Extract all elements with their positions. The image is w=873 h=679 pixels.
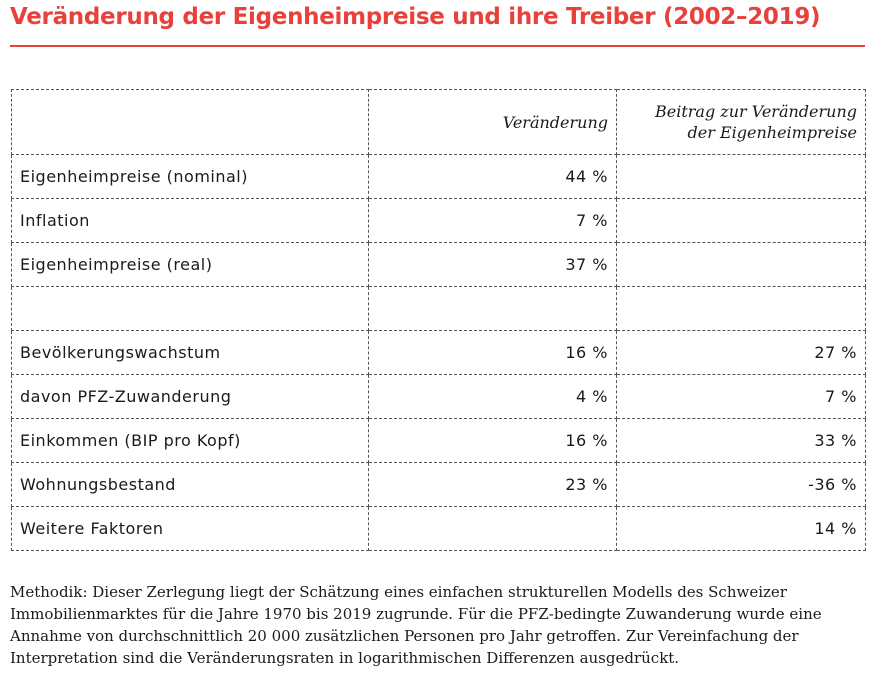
row-label: Wohnungsbestand bbox=[11, 462, 369, 507]
header-contribution-line2: der Eigenheimpreise bbox=[687, 123, 857, 142]
row-change: 37 % bbox=[368, 242, 617, 287]
row-label: Einkommen (BIP pro Kopf) bbox=[11, 418, 369, 463]
table-row: Bevölkerungswachstum 16 % 27 % bbox=[11, 330, 866, 375]
row-change: 16 % bbox=[368, 418, 617, 463]
table-row-spacer bbox=[11, 286, 866, 331]
row-contribution: -36 % bbox=[616, 462, 866, 507]
table-row: Inflation 7 % bbox=[11, 198, 866, 243]
row-contribution: 27 % bbox=[616, 330, 866, 375]
row-label: Inflation bbox=[11, 198, 369, 243]
row-change: 7 % bbox=[368, 198, 617, 243]
row-change: 4 % bbox=[368, 374, 617, 419]
header-label bbox=[11, 89, 369, 155]
row-label: davon PFZ-Zuwanderung bbox=[11, 374, 369, 419]
table-header-row: Veränderung Beitrag zur Veränderung der … bbox=[11, 89, 866, 155]
table-row: Eigenheimpreise (real) 37 % bbox=[11, 242, 866, 287]
table-row: davon PFZ-Zuwanderung 4 % 7 % bbox=[11, 374, 866, 419]
row-contribution: 14 % bbox=[616, 506, 866, 551]
row-contribution bbox=[616, 154, 866, 199]
title-divider bbox=[10, 45, 865, 47]
header-change: Veränderung bbox=[368, 89, 617, 155]
table-row: Wohnungsbestand 23 % -36 % bbox=[11, 462, 866, 507]
table-row: Eigenheimpreise (nominal) 44 % bbox=[11, 154, 866, 199]
header-contribution: Beitrag zur Veränderung der Eigenheimpre… bbox=[616, 89, 866, 155]
row-change: 44 % bbox=[368, 154, 617, 199]
row-contribution bbox=[616, 242, 866, 287]
row-contribution: 33 % bbox=[616, 418, 866, 463]
row-label: Weitere Faktoren bbox=[11, 506, 369, 551]
row-label bbox=[11, 286, 369, 331]
header-contribution-line1: Beitrag zur Veränderung bbox=[654, 102, 857, 121]
row-label: Eigenheimpreise (real) bbox=[11, 242, 369, 287]
row-contribution bbox=[616, 198, 866, 243]
page-title: Veränderung der Eigenheimpreise und ihre… bbox=[10, 4, 821, 30]
row-change bbox=[368, 286, 617, 331]
row-contribution bbox=[616, 286, 866, 331]
table-row: Einkommen (BIP pro Kopf) 16 % 33 % bbox=[11, 418, 866, 463]
row-label: Bevölkerungswachstum bbox=[11, 330, 369, 375]
row-contribution: 7 % bbox=[616, 374, 866, 419]
methodology-note: Methodik: Dieser Zerlegung liegt der Sch… bbox=[10, 583, 822, 667]
row-change: 16 % bbox=[368, 330, 617, 375]
drivers-table: Veränderung Beitrag zur Veränderung der … bbox=[11, 89, 866, 551]
table-row: Weitere Faktoren 14 % bbox=[11, 506, 866, 551]
row-label: Eigenheimpreise (nominal) bbox=[11, 154, 369, 199]
row-change: 23 % bbox=[368, 462, 617, 507]
row-change bbox=[368, 506, 617, 551]
